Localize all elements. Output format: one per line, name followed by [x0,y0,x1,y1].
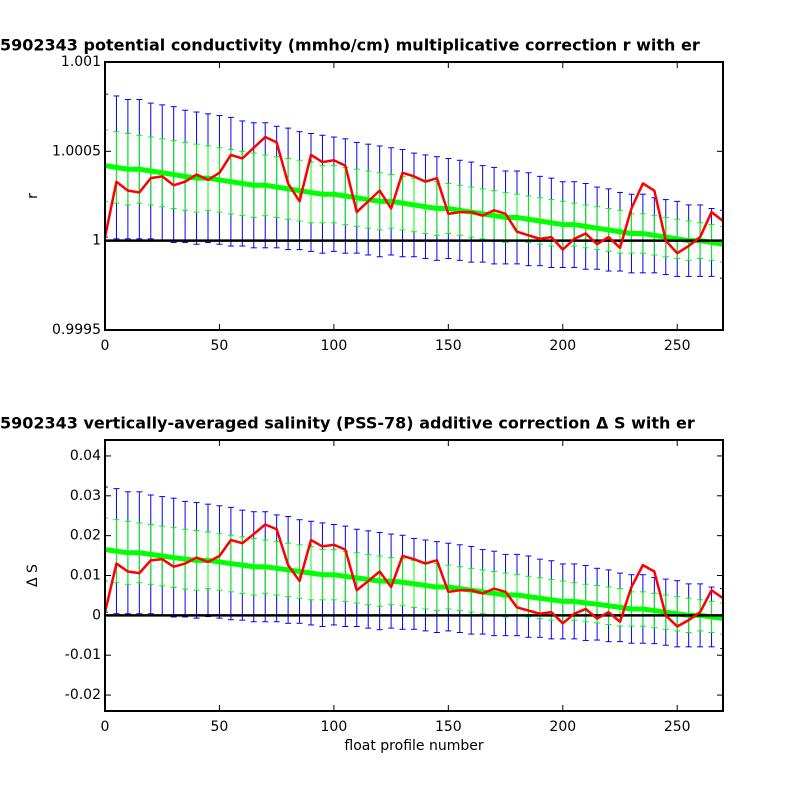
y-axis-label: r [25,193,41,199]
center-line [105,163,723,247]
x-tick-label: 250 [664,719,691,735]
y-tick-label: 0.01 [70,568,101,584]
y-tick-label: 0.04 [70,448,101,464]
y-tick-label: 0.03 [70,488,101,504]
chart-title: 5902343 potential conductivity (mmho/cm)… [0,36,700,55]
series-layer [105,93,723,279]
x-tick-label: 200 [549,338,576,354]
x-tick-label: 0 [101,338,110,354]
x-tick-label: 100 [321,719,348,735]
x-axis-label: float profile number [344,738,483,754]
x-tick-label: 0 [101,719,110,735]
y-axis-label: Δ S [25,564,41,587]
y-tick-label: 0.02 [70,528,101,544]
x-tick-label: 100 [321,338,348,354]
data-line [105,135,723,255]
chart-title: 5902343 vertically-averaged salinity (PS… [0,414,695,433]
series-layer [105,486,723,649]
x-tick-label: 250 [664,338,691,354]
x-tick-label: 50 [211,338,229,354]
x-tick-label: 200 [549,719,576,735]
y-tick-label: 1 [92,233,101,249]
x-tick-label: 150 [435,338,462,354]
center-line [105,547,723,622]
axes-box [104,61,724,331]
x-tick-label: 50 [211,719,229,735]
data-line [105,523,723,628]
plot-area [105,486,723,649]
y-tick-label: 0 [92,607,101,623]
y-tick-label: 1.0005 [52,143,101,159]
x-tick-label: 150 [435,719,462,735]
y-tick-label: 1.001 [61,54,101,70]
y-tick-label: -0.01 [65,647,101,663]
y-tick-label: 0.9995 [52,322,101,338]
plot-area [105,93,723,279]
y-tick-label: -0.02 [65,687,101,703]
